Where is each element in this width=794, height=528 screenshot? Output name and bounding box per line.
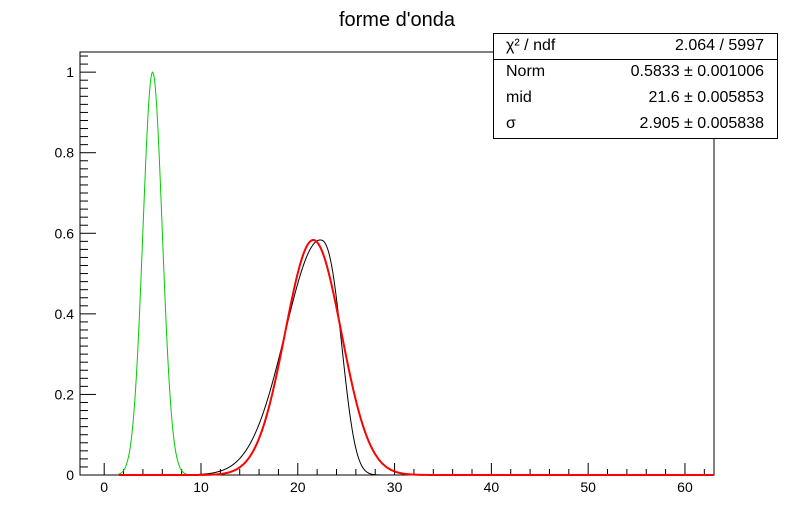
series-curve-1 bbox=[186, 239, 714, 476]
norm-label: Norm bbox=[506, 63, 546, 80]
stats-chi2-row: χ² / ndf 2.064 / 5997 bbox=[494, 34, 777, 60]
series-curve-0 bbox=[118, 71, 187, 475]
x-tick-label: 30 bbox=[387, 479, 403, 495]
series-curve-2 bbox=[118, 239, 714, 476]
x-tick-label: 40 bbox=[484, 479, 500, 495]
y-axis: 0 0.2 0.4 0.6 0.8 1 bbox=[55, 55, 96, 483]
stats-row-norm: Norm 0.5833 ± 0.001006 bbox=[494, 60, 777, 86]
norm-value: 0.5833 ± 0.001006 bbox=[630, 63, 764, 80]
x-tick-label: 10 bbox=[193, 479, 209, 495]
x-tick-label: 60 bbox=[677, 479, 693, 495]
y-tick-label: 0.8 bbox=[55, 145, 75, 161]
stats-row-mid: mid 21.6 ± 0.005853 bbox=[494, 86, 777, 112]
fit-stats-box: χ² / ndf 2.064 / 5997 Norm 0.5833 ± 0.00… bbox=[493, 33, 778, 139]
x-axis: 0 10 20 30 40 50 60 bbox=[100, 463, 705, 495]
chart-title: forme d'onda bbox=[339, 9, 456, 31]
x-tick-label: 50 bbox=[580, 479, 596, 495]
y-tick-label: 0.4 bbox=[55, 306, 75, 322]
y-tick-label: 0 bbox=[66, 467, 74, 483]
chi2-value: 2.064 / 5997 bbox=[675, 37, 764, 54]
sigma-label: σ bbox=[506, 115, 516, 132]
y-tick-label: 1 bbox=[66, 64, 74, 80]
mid-value: 21.6 ± 0.005853 bbox=[648, 89, 764, 106]
y-tick-label: 0.6 bbox=[55, 225, 75, 241]
chi2-label: χ² / ndf bbox=[506, 37, 556, 54]
mid-label: mid bbox=[506, 89, 532, 106]
y-tick-label: 0.2 bbox=[55, 386, 75, 402]
curves bbox=[118, 71, 714, 476]
sigma-value: 2.905 ± 0.005838 bbox=[639, 115, 764, 132]
x-tick-label: 0 bbox=[100, 479, 108, 495]
stats-row-sigma: σ 2.905 ± 0.005838 bbox=[494, 112, 777, 138]
x-tick-label: 20 bbox=[290, 479, 306, 495]
